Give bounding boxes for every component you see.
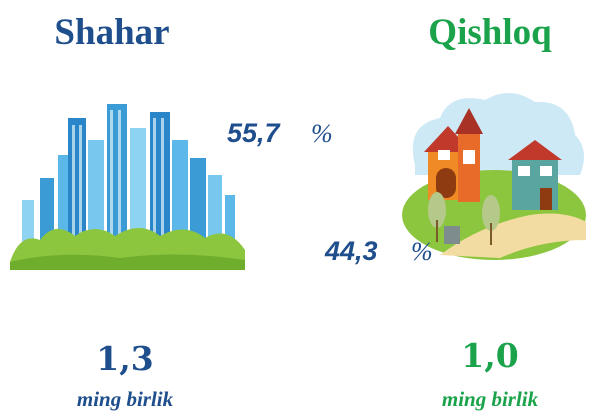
city-illustration (10, 104, 245, 270)
urban-share-unit: % (311, 119, 333, 148)
rural-share: 44,3 (324, 236, 378, 266)
urban-count: 1,3 (96, 339, 153, 378)
rural-share-unit: % (411, 237, 433, 266)
urban-share: 55,7 (227, 118, 282, 148)
rural-count-unit: ming birlik (442, 387, 539, 411)
urban-title: Shahar (54, 12, 169, 53)
urban-count-unit: ming birlik (77, 387, 174, 411)
rural-count: 1,0 (461, 336, 518, 375)
rural-title: Qishloq (428, 12, 552, 53)
village-illustration (402, 92, 586, 260)
